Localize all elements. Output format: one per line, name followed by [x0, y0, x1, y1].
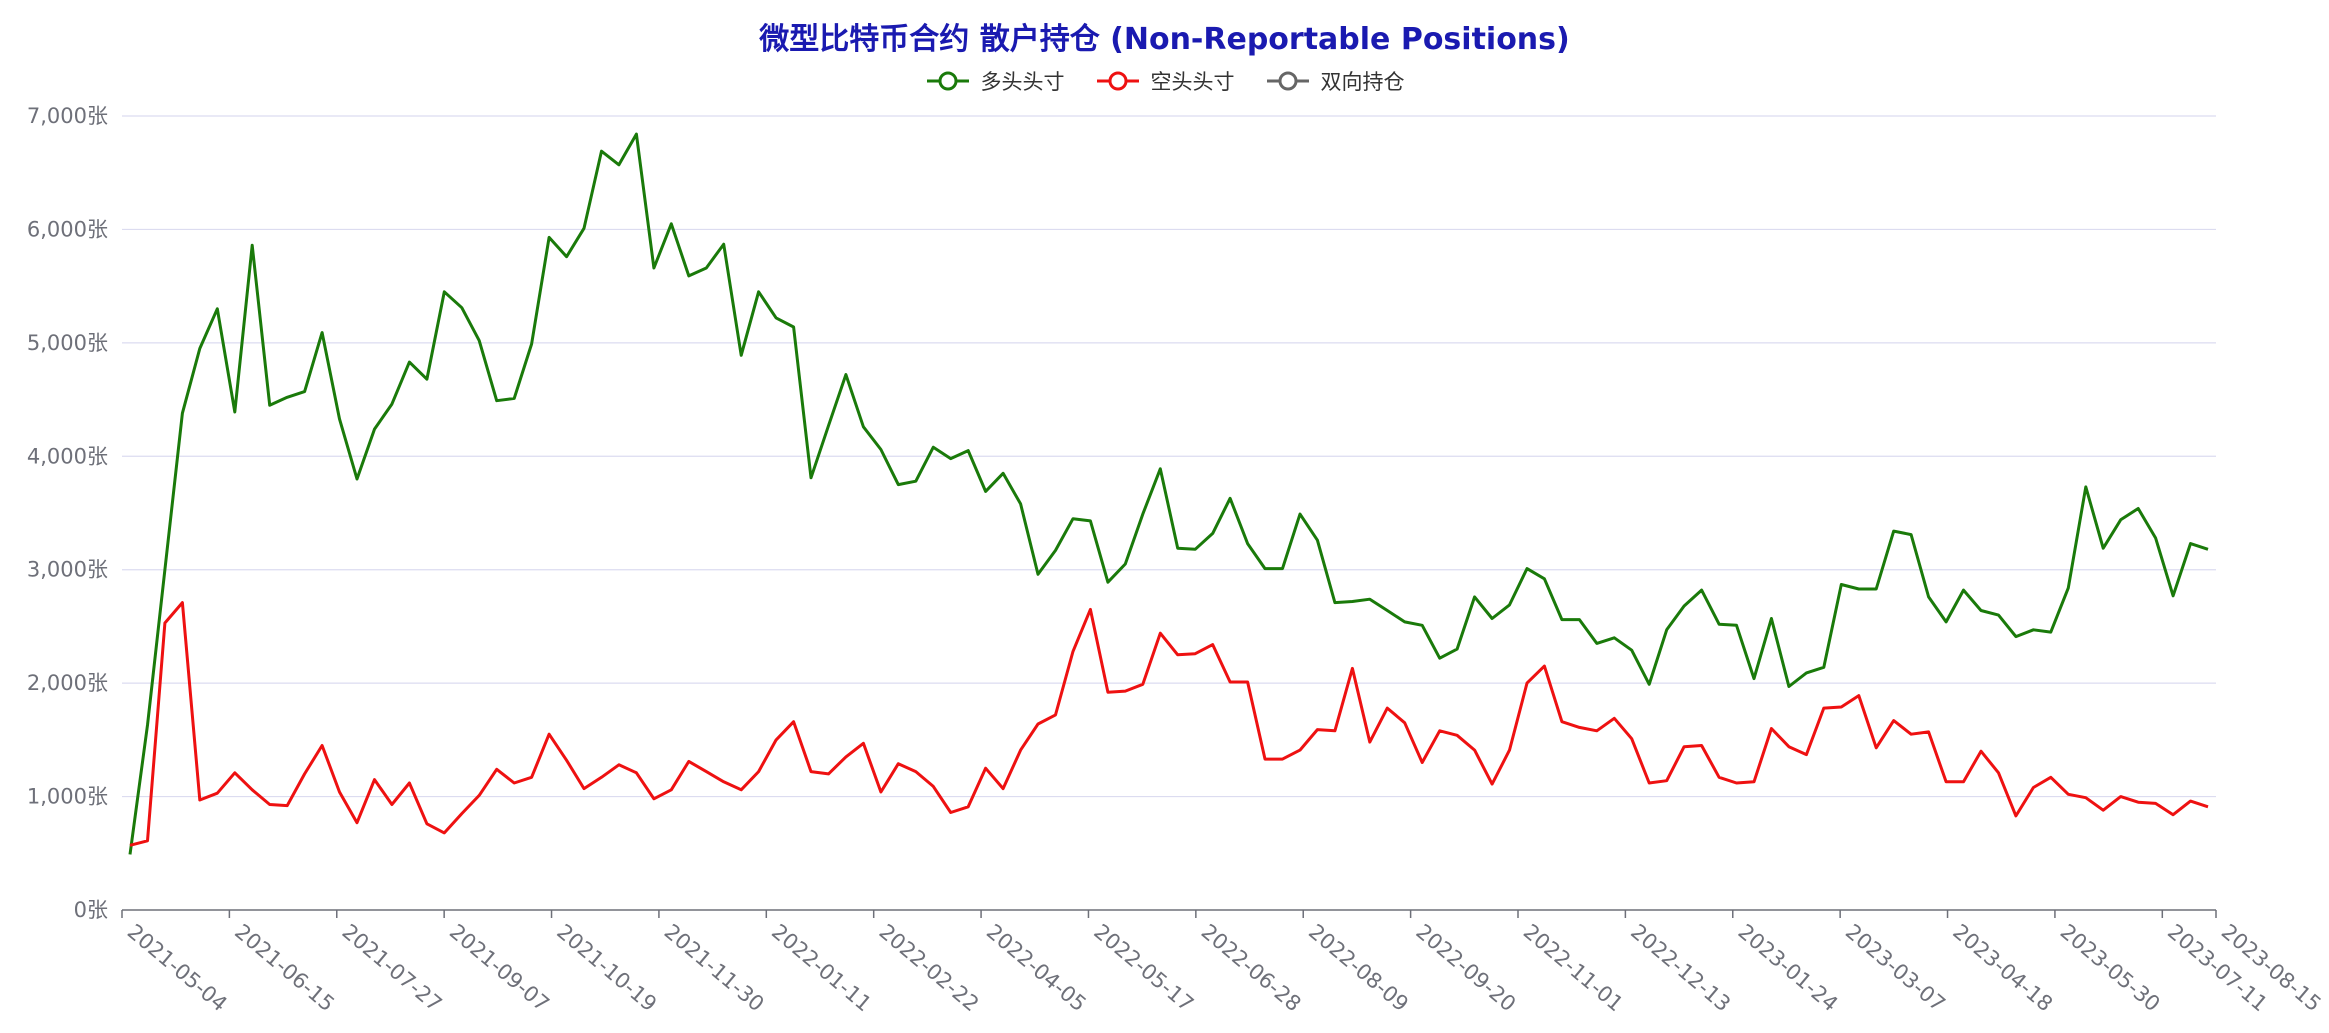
- series-line-long: [128, 132, 2209, 855]
- y-tick-label: 4,000张: [27, 444, 108, 468]
- x-tick-label: 2022-08-09: [1304, 919, 1413, 1016]
- x-tick-label: 2021-07-27: [338, 919, 447, 1016]
- y-tick-label: 5,000张: [27, 331, 108, 355]
- x-tick-label: 2022-04-05: [982, 919, 1091, 1016]
- x-tick-label: 2022-02-22: [874, 919, 983, 1016]
- y-tick-label: 7,000张: [27, 104, 108, 128]
- legend-label-spread: 双向持仓: [1320, 70, 1405, 94]
- legend-spread-line-circle-icon: [1266, 71, 1309, 91]
- legend-label-short: 空头头寸: [1150, 70, 1235, 94]
- x-tick-label: 2021-09-07: [445, 919, 554, 1016]
- y-tick-label: 0张: [74, 898, 108, 922]
- legend-label-long: 多头头寸: [980, 70, 1065, 94]
- x-tick-label: 2022-12-13: [1626, 919, 1735, 1016]
- legend-item-long[interactable]: 多头头寸: [925, 66, 1065, 96]
- x-tick-label: 2023-03-07: [1841, 919, 1950, 1016]
- x-tick-label: 2022-01-11: [767, 919, 876, 1016]
- legend-item-spread[interactable]: 双向持仓: [1265, 66, 1405, 96]
- x-tick-label: 2023-01-24: [1734, 919, 1843, 1016]
- y-tick-label: 3,000张: [27, 558, 108, 582]
- x-tick-label: 2021-05-04: [123, 919, 232, 1016]
- series-line-short: [129, 601, 2209, 847]
- legend-long-line-circle-icon: [926, 71, 969, 91]
- legend: 多头头寸 空头头寸 双向持仓: [0, 66, 2329, 96]
- x-tick-label: 2022-05-17: [1089, 919, 1198, 1016]
- x-tick-label: 2023-05-30: [2056, 919, 2165, 1016]
- x-tick-label: 2023-04-18: [1948, 919, 2057, 1016]
- x-tick-label: 2021-06-15: [230, 919, 339, 1016]
- y-tick-label: 2,000张: [27, 671, 108, 695]
- y-tick-label: 1,000张: [27, 785, 108, 809]
- chart-title: 微型比特币合约 散户持仓 (Non-Reportable Positions): [759, 22, 1570, 57]
- y-tick-label: 6,000张: [27, 217, 108, 241]
- x-tick-label: 2021-11-30: [660, 919, 769, 1016]
- legend-item-short[interactable]: 空头头寸: [1095, 66, 1235, 96]
- legend-short-line-circle-icon: [1096, 71, 1139, 91]
- x-tick-label: 2022-09-20: [1411, 919, 1520, 1016]
- x-tick-label: 2021-10-19: [552, 919, 661, 1016]
- x-tick-label: 2022-11-01: [1519, 919, 1628, 1016]
- x-tick-label: 2022-06-28: [1197, 919, 1306, 1016]
